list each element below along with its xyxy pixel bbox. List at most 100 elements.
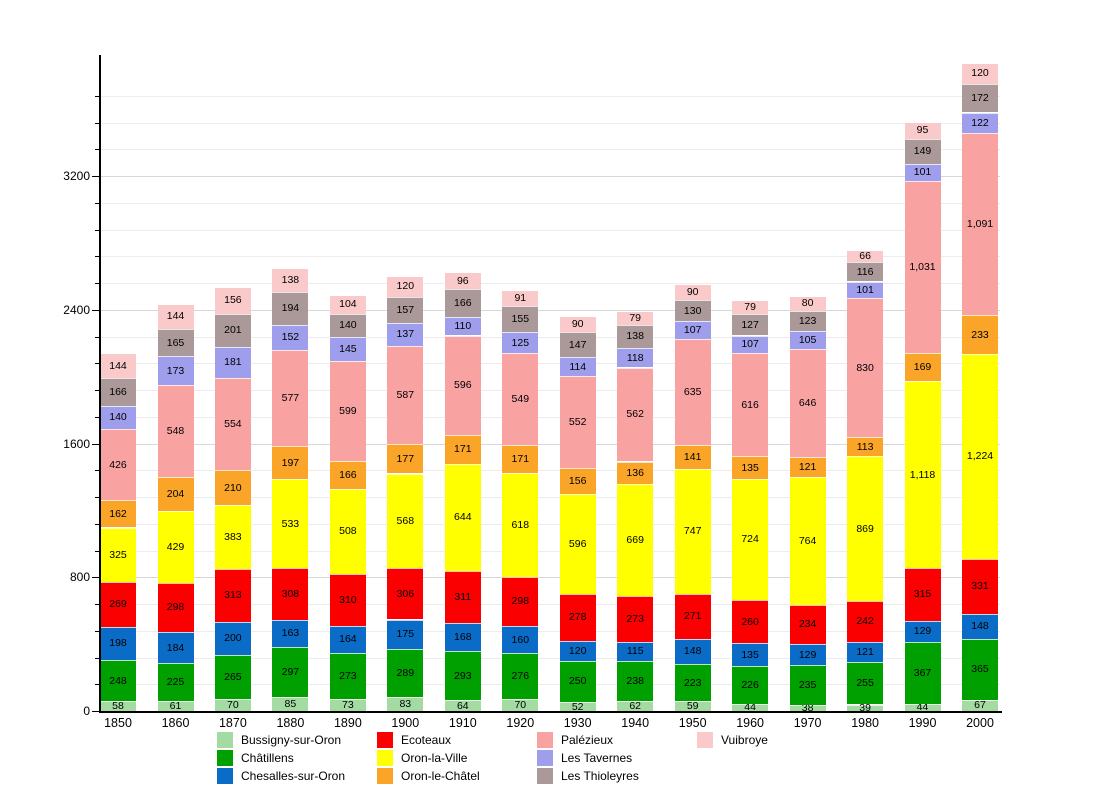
bar-segment-value-label: 250 bbox=[568, 675, 587, 688]
bar-segment-value-label: 160 bbox=[511, 633, 530, 646]
bar-segment: 39 bbox=[847, 702, 884, 713]
x-tick-label: 1970 bbox=[793, 716, 822, 730]
bar-segment: 91 bbox=[502, 291, 539, 307]
bar-segment-value-label: 138 bbox=[281, 274, 300, 287]
bar-segment: 96 bbox=[444, 273, 481, 290]
bar-segment-value-label: 58 bbox=[112, 700, 124, 713]
bar-segment: 70 bbox=[214, 699, 251, 711]
bar-segment-value-label: 171 bbox=[454, 443, 472, 456]
bar-segment: 210 bbox=[214, 470, 251, 506]
bar-segment-value-label: 233 bbox=[971, 328, 989, 341]
bar-segment-value-label: 121 bbox=[856, 645, 874, 658]
bar-segment: 204 bbox=[157, 476, 194, 511]
bar-segment-value-label: 177 bbox=[396, 452, 415, 465]
bar-segment: 115 bbox=[617, 641, 654, 661]
y-tick-minor bbox=[95, 470, 100, 472]
bar-segment-value-label: 105 bbox=[798, 334, 817, 347]
bar-segment-value-label: 166 bbox=[454, 297, 472, 310]
legend-label: Bussigny-sur-Oron bbox=[241, 733, 342, 747]
bar-segment: 101 bbox=[847, 281, 884, 299]
bar-segment: 129 bbox=[904, 620, 941, 643]
bar-segment-value-label: 149 bbox=[913, 145, 932, 158]
bar-segment: 95 bbox=[904, 123, 941, 139]
bar-segment-value-label: 137 bbox=[396, 328, 415, 341]
bar-segment-value-label: 549 bbox=[511, 392, 530, 405]
x-tick-label: 1960 bbox=[736, 716, 764, 730]
bar-segment: 80 bbox=[789, 297, 826, 311]
bar-segment-value-label: 184 bbox=[166, 641, 185, 654]
bar-segment-value-label: 120 bbox=[971, 67, 989, 80]
bar-segment: 160 bbox=[502, 626, 539, 654]
bar-segment-value-label: 67 bbox=[974, 699, 986, 712]
legend-label: Oron-la-Ville bbox=[401, 751, 468, 765]
bar-segment-value-label: 568 bbox=[396, 514, 415, 527]
bar-segment-value-label: 764 bbox=[798, 534, 817, 547]
y-tick-minor bbox=[95, 256, 100, 258]
y-gridline-minor bbox=[100, 363, 1000, 365]
bar-segment: 90 bbox=[559, 317, 596, 333]
bar-segment: 166 bbox=[100, 378, 136, 406]
bar-segment-value-label: 201 bbox=[224, 324, 242, 337]
bar-segment-value-label: 83 bbox=[399, 698, 412, 711]
bar-segment-value-label: 255 bbox=[856, 677, 874, 690]
bar-segment-value-label: 127 bbox=[741, 318, 759, 331]
bar-segment: 171 bbox=[444, 435, 481, 464]
bar-segment: 116 bbox=[847, 262, 884, 282]
y-gridline-minor bbox=[100, 283, 1000, 285]
bar-segment: 140 bbox=[100, 405, 136, 430]
bar-segment: 169 bbox=[904, 353, 941, 382]
bar-segment-value-label: 365 bbox=[971, 663, 989, 676]
bar-segment: 325 bbox=[100, 527, 136, 582]
bar-segment-value-label: 289 bbox=[396, 666, 415, 679]
bar-segment: 234 bbox=[789, 604, 826, 644]
bar-segment: 147 bbox=[559, 332, 596, 357]
y-gridline-minor bbox=[100, 256, 1000, 258]
bar-segment: 646 bbox=[789, 348, 826, 457]
bar-segment: 177 bbox=[387, 443, 424, 474]
bar-segment: 271 bbox=[674, 593, 711, 640]
bar-segment-value-label: 1,091 bbox=[966, 218, 994, 231]
bar-segment-value-label: 644 bbox=[454, 511, 472, 524]
bar-segment-value-label: 123 bbox=[798, 314, 817, 327]
y-tick-major bbox=[92, 176, 100, 178]
bar-segment: 120 bbox=[387, 276, 424, 297]
y-tick-label: 0 bbox=[83, 704, 90, 718]
bar-segment-value-label: 635 bbox=[683, 386, 702, 399]
bar-segment: 764 bbox=[789, 477, 826, 605]
bar-segment-value-label: 70 bbox=[514, 699, 527, 712]
bar-segment-value-label: 367 bbox=[913, 666, 932, 679]
bar-segment: 129 bbox=[789, 643, 826, 666]
bar-segment: 184 bbox=[157, 632, 194, 664]
x-tick-label: 1870 bbox=[218, 716, 247, 730]
bar-segment-value-label: 315 bbox=[913, 588, 932, 601]
bar-segment-value-label: 152 bbox=[281, 331, 300, 344]
bar-segment: 869 bbox=[847, 456, 884, 602]
y-tick-minor bbox=[95, 416, 100, 418]
bar-segment-value-label: 197 bbox=[281, 456, 300, 469]
bar-segment-value-label: 120 bbox=[396, 280, 415, 293]
bar-segment: 59 bbox=[674, 701, 711, 712]
bar-segment: 67 bbox=[962, 699, 998, 712]
x-tick-label: 1950 bbox=[678, 716, 707, 730]
x-tick-label: 1850 bbox=[104, 716, 132, 730]
bar-segment: 168 bbox=[444, 623, 481, 652]
bar-segment-value-label: 308 bbox=[281, 588, 300, 601]
bar-segment-value-label: 130 bbox=[683, 304, 702, 317]
bar-segment: 175 bbox=[387, 619, 424, 649]
bar-segment: 44 bbox=[904, 702, 941, 713]
bar-segment-value-label: 869 bbox=[856, 522, 874, 535]
bar-segment-value-label: 148 bbox=[971, 620, 989, 633]
bar-segment-value-label: 79 bbox=[744, 301, 756, 314]
bar-segment: 121 bbox=[789, 456, 826, 477]
bar-segment: 125 bbox=[502, 332, 539, 353]
bar-segment: 194 bbox=[272, 292, 309, 325]
bar-segment: 127 bbox=[732, 314, 769, 336]
bar-segment: 62 bbox=[617, 700, 654, 711]
x-axis bbox=[99, 711, 1002, 713]
bar-segment: 1,224 bbox=[962, 354, 998, 559]
bar-segment-value-label: 306 bbox=[396, 587, 415, 600]
bar-segment: 242 bbox=[847, 601, 884, 642]
bar-segment-value-label: 297 bbox=[281, 665, 300, 678]
legend-color-swatch bbox=[697, 732, 713, 748]
bar-segment: 635 bbox=[674, 339, 711, 446]
